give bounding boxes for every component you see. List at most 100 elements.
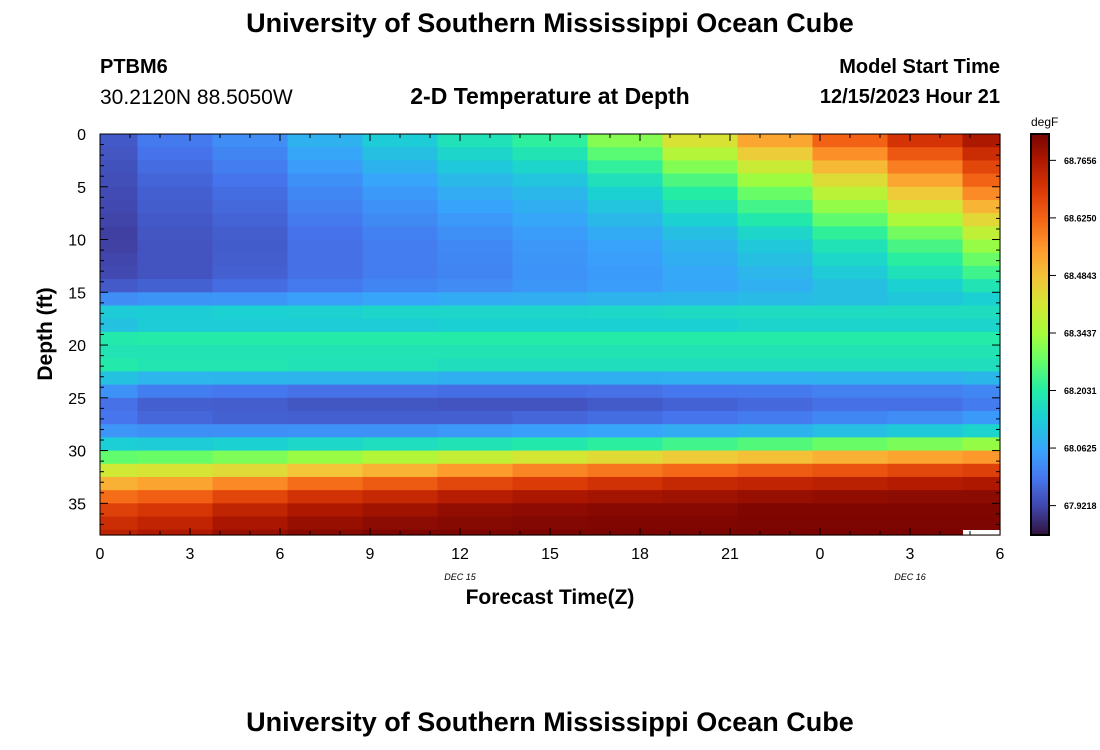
colorbar-tick-label: 68.2031 (1064, 386, 1097, 396)
heatmap-cell (812, 173, 889, 188)
heatmap-cell (212, 186, 289, 201)
heatmap-cell (287, 358, 364, 373)
heatmap-cell (812, 424, 889, 438)
heatmap-cell (737, 384, 814, 399)
heatmap-cell (287, 173, 364, 188)
heatmap-cell (137, 529, 214, 536)
heatmap-cell (100, 318, 139, 333)
heatmap-cell (212, 503, 289, 518)
heatmap-cell (437, 318, 514, 333)
heatmap-cell (137, 503, 214, 518)
heatmap-cell (812, 292, 889, 307)
heatmap-cell (587, 239, 664, 254)
heatmap-cell (100, 345, 139, 359)
heatmap-cell (362, 265, 439, 280)
heatmap-cell (212, 239, 289, 254)
heatmap-cell (512, 358, 589, 373)
heatmap-cell (100, 397, 139, 412)
out-of-range-cell (100, 213, 138, 227)
heatmap-cell (587, 463, 664, 478)
heatmap-cell (587, 305, 664, 320)
heatmap-cell (362, 292, 439, 307)
date-label: DEC 15 (444, 572, 477, 582)
heatmap-cell (887, 147, 964, 161)
temperature-depth-chart: 0 3 6 9 12 15 18 21 0 3 6 DEC 15 DEC 16 0 5 10 15 20 25 30… (34, 115, 1097, 609)
heatmap-cell (137, 476, 214, 491)
heatmap-cell (100, 173, 139, 188)
heatmap-cell (962, 226, 1001, 241)
heatmap-cell (587, 252, 664, 267)
heatmap-cell (287, 279, 364, 293)
heatmap-cell (662, 252, 739, 267)
heatmap-cell (737, 503, 814, 518)
heatmap-cell (662, 147, 739, 161)
heatmap-cell (212, 345, 289, 359)
heatmap-cell (587, 345, 664, 359)
heatmap-cell (512, 397, 589, 412)
heatmap-cell (100, 265, 139, 280)
heatmap-cell (587, 226, 664, 241)
heatmap-cell (662, 305, 739, 320)
heatmap-cell (437, 160, 514, 175)
heatmap-cell (212, 463, 289, 478)
heatmap-cell (437, 279, 514, 293)
heatmap-cell (362, 411, 439, 425)
heatmap-cell (887, 529, 964, 536)
heatmap-cell (962, 292, 1001, 307)
heatmap-cell (887, 173, 964, 188)
heatmap-cell (512, 252, 589, 267)
heatmap-cell (137, 397, 214, 412)
heatmap-cell (137, 516, 214, 531)
heatmap-cell (437, 265, 514, 280)
heatmap-cell (212, 173, 289, 188)
heatmap-cell (737, 134, 814, 148)
station-id: PTBM6 (100, 56, 168, 78)
heatmap-cell (437, 239, 514, 254)
colorbar-tick-label: 68.0625 (1064, 444, 1097, 454)
x-tick-label: 18 (631, 546, 649, 563)
heatmap-cell (212, 213, 289, 227)
heatmap-cell (100, 450, 139, 465)
heatmap-cell (662, 199, 739, 214)
heatmap-cell (362, 213, 439, 227)
heatmap-cell (287, 318, 364, 333)
model-start-label: Model Start Time (839, 56, 1000, 78)
heatmap-cell (212, 292, 289, 307)
heatmap-cell (437, 345, 514, 359)
heatmap-cell (212, 476, 289, 491)
heatmap-cell (962, 397, 1001, 412)
heatmap-cell (962, 213, 1001, 227)
heatmap-cell (737, 239, 814, 254)
heatmap-cell (212, 226, 289, 241)
heatmap-cell (587, 516, 664, 531)
heatmap-cell (887, 437, 964, 452)
heatmap-cell (662, 173, 739, 188)
heatmap-cell (100, 134, 139, 148)
heatmap-cell (662, 318, 739, 333)
heatmap-cell (962, 147, 1001, 161)
heatmap-cell (662, 239, 739, 254)
colorbar-tick-label: 68.4843 (1064, 271, 1097, 281)
heatmap-cell (662, 345, 739, 359)
heatmap-cell (437, 397, 514, 412)
heatmap-cell (587, 292, 664, 307)
heatmap-cell (587, 371, 664, 386)
heatmap-cell (737, 147, 814, 161)
y-tick-label: 25 (68, 391, 86, 408)
heatmap-cell (887, 371, 964, 386)
heatmap-cell (587, 318, 664, 333)
heatmap-cell (737, 437, 814, 452)
heatmap-cell (812, 186, 889, 201)
heatmap-cell (437, 450, 514, 465)
heatmap-cell (887, 358, 964, 373)
heatmap-cell (662, 358, 739, 373)
heatmap-cell (137, 239, 214, 254)
heatmap-cell (812, 384, 889, 399)
x-tick-label: 6 (996, 546, 1005, 563)
heatmap-cell (512, 503, 589, 518)
heatmap-cell (587, 331, 664, 346)
heatmap-cell (437, 424, 514, 438)
y-tick-label: 20 (68, 338, 86, 355)
heatmap-cell (212, 134, 289, 148)
heatmap-cell (512, 292, 589, 307)
